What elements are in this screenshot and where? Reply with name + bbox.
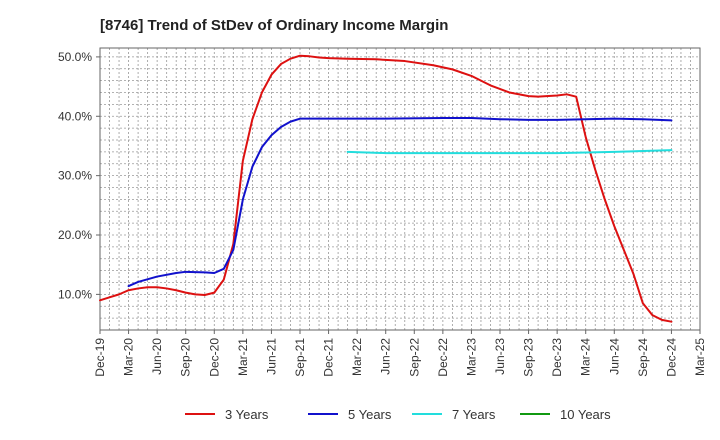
y-tick-label: 30.0% (58, 169, 92, 183)
x-tick-label: Sep-20 (179, 338, 193, 377)
legend-label: 7 Years (452, 407, 496, 422)
legend-item: 7 Years (412, 407, 496, 422)
x-tick-label: Dec-20 (207, 338, 221, 377)
x-tick-label: Jun-21 (264, 338, 278, 375)
chart-title: [8746] Trend of StDev of Ordinary Income… (100, 17, 448, 34)
x-tick-label: Jun-23 (493, 338, 507, 375)
legend: 3 Years 5 Years 7 Years 10 Years (185, 407, 611, 422)
legend-label: 3 Years (225, 407, 269, 422)
x-tick-label: Sep-24 (636, 338, 650, 377)
x-tick-label: Jun-22 (379, 338, 393, 375)
plot-area: 10.0% 20.0% 30.0% 40.0% 50.0% Dec-19 Mar-20 Jun… (58, 47, 707, 377)
x-tick-label: Sep-23 (522, 338, 536, 377)
y-tick-label: 50.0% (58, 50, 92, 64)
x-tick-label: Mar-25 (693, 338, 707, 376)
x-tick-label: Dec-24 (664, 338, 678, 377)
x-tick-label: Mar-21 (236, 338, 250, 376)
legend-item: 5 Years (308, 407, 392, 422)
series-line-2 (127, 117, 673, 288)
legend-label: 5 Years (348, 407, 392, 422)
x-tick-label: Jun-20 (150, 338, 164, 375)
grid-horizontal (100, 56, 700, 319)
series-line-1 (99, 54, 673, 323)
x-tick-label: Dec-22 (436, 338, 450, 377)
x-tick-label: Jun-24 (607, 338, 621, 375)
legend-label: 10 Years (560, 407, 611, 422)
y-tick-label: 20.0% (58, 228, 92, 242)
x-tick-label: Mar-20 (122, 338, 136, 376)
x-tick-label: Dec-21 (322, 338, 336, 377)
legend-item: 3 Years (185, 407, 269, 422)
series-line-3 (346, 149, 673, 155)
y-tick-label: 10.0% (58, 287, 92, 301)
x-tick-label: Sep-21 (293, 338, 307, 377)
y-tick-label: 40.0% (58, 109, 92, 123)
x-tick-label: Mar-24 (579, 338, 593, 376)
x-tick-label: Dec-19 (93, 338, 107, 377)
x-tick-label: Dec-23 (550, 338, 564, 377)
x-tick-label: Mar-22 (350, 338, 364, 376)
x-tick-label: Sep-22 (407, 338, 421, 377)
x-tick-label: Mar-23 (464, 338, 478, 376)
plot-frame (99, 47, 701, 331)
grid-vertical (99, 48, 701, 330)
legend-item: 10 Years (520, 407, 611, 422)
